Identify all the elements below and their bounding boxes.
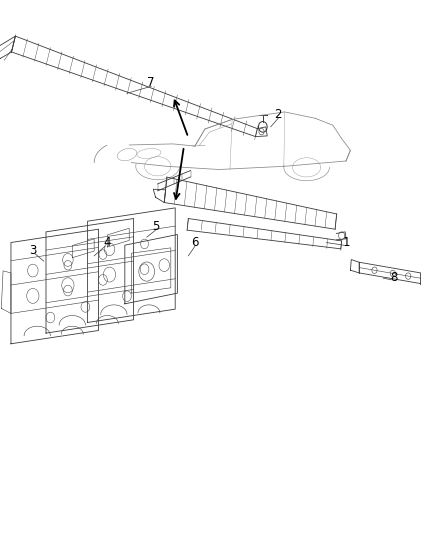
Text: 7: 7 — [147, 76, 155, 89]
Text: 2: 2 — [274, 108, 282, 121]
Text: 6: 6 — [191, 236, 199, 249]
Text: 8: 8 — [391, 271, 398, 284]
Text: 3: 3 — [29, 244, 36, 257]
Text: 5: 5 — [152, 220, 159, 233]
Text: 4: 4 — [103, 236, 111, 249]
Text: 1: 1 — [342, 236, 350, 249]
